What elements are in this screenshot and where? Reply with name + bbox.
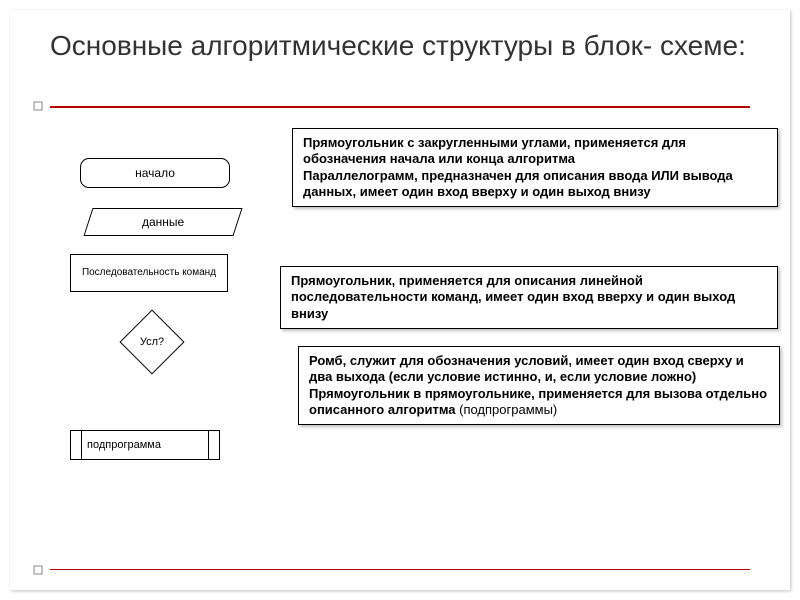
terminator-label: начало [135, 166, 175, 180]
subroutine-shape: подпрограмма [70, 430, 220, 460]
desc-text-2: Прямоугольник, применяется для описания … [291, 273, 735, 321]
title-block: Основные алгоритмические структуры в бло… [50, 30, 750, 62]
slide-title: Основные алгоритмические структуры в бло… [50, 30, 750, 62]
corner-handle-bottom [34, 566, 43, 575]
desc-box-2: Прямоугольник, применяется для описания … [280, 266, 778, 329]
bottom-underline [50, 569, 750, 570]
desc-text-3-tail: (подпрограммы) [456, 402, 558, 417]
desc-text-1: Прямоугольник с закругленными углами, пр… [303, 135, 733, 199]
desc-box-3: Ромб, служит для обозначения условий, им… [298, 346, 780, 425]
desc-box-1: Прямоугольник с закругленными углами, пр… [292, 128, 778, 207]
decision-shape: Усл? [120, 310, 184, 374]
process-label: Последовательность команд [82, 267, 216, 279]
decision-label: Усл? [120, 310, 184, 374]
title-underline [50, 106, 750, 108]
slide-frame: Основные алгоритмические структуры в бло… [10, 10, 790, 590]
subroutine-label: подпрограмма [87, 439, 161, 451]
corner-handle-top [34, 102, 43, 111]
process-shape: Последовательность команд [70, 254, 228, 292]
terminator-shape: начало [80, 158, 230, 188]
io-shape: данные [83, 208, 242, 236]
io-label: данные [142, 215, 184, 229]
